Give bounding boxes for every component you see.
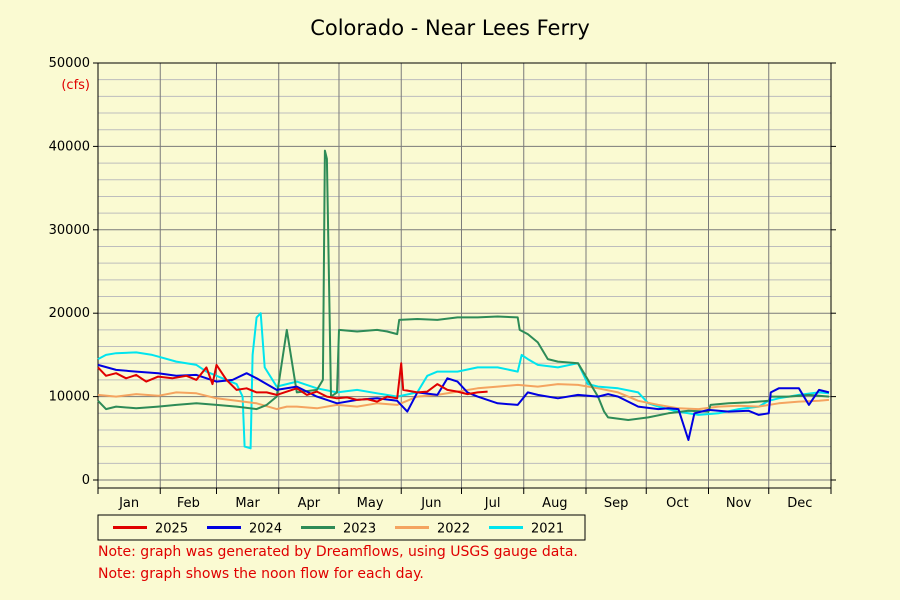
- x-tick-label: Jul: [484, 496, 501, 511]
- note-noon-flow: Note: graph shows the noon flow for each…: [98, 566, 424, 582]
- x-tick-label: Dec: [787, 496, 812, 511]
- x-tick-label: Jun: [420, 496, 441, 511]
- y-tick-label: 30000: [49, 223, 90, 238]
- plot-frame: [97, 62, 832, 489]
- legend: 2025 2024 2023 2022 2021: [97, 514, 586, 541]
- y-tick-label: 0: [82, 473, 90, 488]
- axes: 0 10000 20000 30000 40000 50000 (cfs) Jan Feb Mar…: [49, 56, 836, 511]
- series-line-2023: [97, 149, 830, 421]
- series-line-2025: [97, 362, 488, 403]
- x-tick-label: Apr: [298, 496, 321, 511]
- legend-label-2021: 2021: [531, 522, 564, 537]
- x-tick-label: Feb: [177, 496, 200, 511]
- chart-title: Colorado - Near Lees Ferry: [310, 16, 590, 40]
- x-tick-label: May: [357, 496, 384, 511]
- series-line-2024: [97, 363, 830, 441]
- x-tick-label: Sep: [604, 496, 629, 511]
- x-tick-label: Mar: [235, 496, 260, 511]
- x-tick-label: Jan: [118, 496, 139, 511]
- y-unit-label: (cfs): [61, 78, 90, 93]
- y-tick-label: 50000: [49, 56, 90, 71]
- series-line-2021: [97, 312, 830, 450]
- series-lines: [97, 149, 830, 450]
- x-tick-label: Nov: [726, 496, 752, 511]
- y-tick-label: 40000: [49, 139, 90, 154]
- legend-label-2024: 2024: [249, 522, 282, 537]
- legend-label-2022: 2022: [437, 522, 470, 537]
- note-source: Note: graph was generated by Dreamflows,…: [98, 544, 578, 560]
- grid: [97, 62, 832, 488]
- y-tick-label: 20000: [49, 306, 90, 321]
- legend-label-2025: 2025: [155, 522, 188, 537]
- x-tick-label: Oct: [666, 496, 688, 511]
- y-tick-label: 10000: [49, 390, 90, 405]
- legend-label-2023: 2023: [343, 522, 376, 537]
- x-tick-label: Aug: [542, 496, 567, 511]
